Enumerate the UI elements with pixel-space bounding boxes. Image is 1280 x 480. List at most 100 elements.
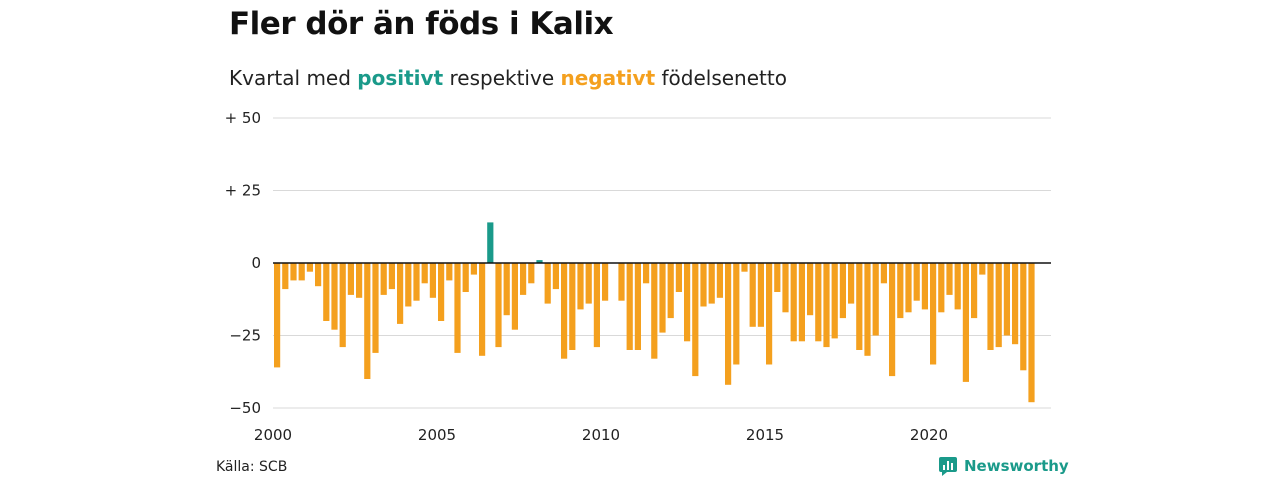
bar xyxy=(569,263,576,350)
bar xyxy=(643,263,650,284)
bar xyxy=(347,263,354,295)
bar xyxy=(618,263,625,301)
bar xyxy=(593,263,600,348)
bar xyxy=(798,263,805,342)
bar xyxy=(544,263,551,304)
brand-logo: Newsworthy xyxy=(938,456,1069,476)
bar xyxy=(987,263,994,350)
bar xyxy=(331,263,338,330)
bar xyxy=(700,263,707,307)
bar xyxy=(889,263,896,377)
bar xyxy=(962,263,969,382)
bar xyxy=(421,263,428,284)
bar xyxy=(733,263,740,365)
bar xyxy=(766,263,773,365)
bar xyxy=(716,263,723,298)
subtitle-negative-label: negativt xyxy=(560,66,656,90)
bar xyxy=(995,263,1002,348)
bar xyxy=(692,263,699,377)
bar xyxy=(561,263,568,359)
subtitle-suffix: födelsenetto xyxy=(661,66,787,90)
x-tick-label: 2015 xyxy=(746,426,784,444)
bar xyxy=(651,263,658,359)
bar xyxy=(708,263,715,304)
bar xyxy=(274,263,281,368)
bar xyxy=(864,263,871,356)
bar xyxy=(323,263,330,321)
bar xyxy=(831,263,838,339)
bar xyxy=(380,263,387,295)
bar xyxy=(905,263,912,313)
bar xyxy=(495,263,502,348)
bar xyxy=(757,263,764,327)
bar xyxy=(872,263,879,336)
bar xyxy=(971,263,978,319)
bar xyxy=(282,263,289,290)
subtitle-middle: respektive xyxy=(449,66,555,90)
bar xyxy=(921,263,928,310)
bar xyxy=(807,263,814,316)
bar xyxy=(487,222,494,263)
bar xyxy=(880,263,887,284)
bar xyxy=(815,263,822,342)
bar xyxy=(364,263,371,379)
bar xyxy=(511,263,518,330)
bar xyxy=(684,263,691,342)
bar xyxy=(388,263,395,290)
bar xyxy=(749,263,756,327)
bar xyxy=(930,263,937,365)
newsworthy-chart-icon xyxy=(939,457,957,476)
bar xyxy=(659,263,666,333)
bar xyxy=(356,263,363,298)
bar xyxy=(938,263,945,313)
bar xyxy=(585,263,592,304)
y-tick-label: + 25 xyxy=(225,182,261,200)
bar xyxy=(1020,263,1027,371)
bar xyxy=(741,263,748,272)
chart-subtitle: Kvartal med positivt respektive negativt… xyxy=(229,66,787,90)
bar xyxy=(397,263,404,324)
bar xyxy=(979,263,986,275)
subtitle-positive-label: positivt xyxy=(357,66,444,90)
y-tick-label: + 50 xyxy=(225,109,261,127)
bar xyxy=(290,263,297,281)
bar xyxy=(848,263,855,304)
source-note: Källa: SCB xyxy=(216,459,288,475)
bar xyxy=(577,263,584,310)
bar xyxy=(520,263,527,295)
bar xyxy=(306,263,313,272)
bar xyxy=(1028,263,1035,403)
bar xyxy=(479,263,486,356)
bar xyxy=(438,263,445,321)
bar xyxy=(315,263,322,287)
bar xyxy=(470,263,477,275)
bar xyxy=(339,263,346,348)
bar xyxy=(897,263,904,319)
bar xyxy=(782,263,789,313)
bar xyxy=(429,263,436,298)
bar xyxy=(528,263,535,284)
bar xyxy=(774,263,781,292)
bar xyxy=(552,263,559,290)
bar xyxy=(503,263,510,316)
bar xyxy=(626,263,633,350)
bar xyxy=(946,263,953,295)
x-tick-label: 2005 xyxy=(418,426,456,444)
bar xyxy=(675,263,682,292)
bar xyxy=(725,263,732,385)
x-tick-label: 2000 xyxy=(254,426,292,444)
brand-name: Newsworthy xyxy=(964,457,1069,475)
bar xyxy=(839,263,846,319)
x-tick-label: 2020 xyxy=(910,426,948,444)
bar xyxy=(462,263,469,292)
bar xyxy=(1012,263,1019,345)
y-tick-label: −25 xyxy=(229,327,261,345)
bar xyxy=(405,263,412,307)
bar xyxy=(856,263,863,350)
bar xyxy=(298,263,305,281)
bar xyxy=(913,263,920,301)
y-tick-label: −50 xyxy=(229,399,261,417)
subtitle-prefix: Kvartal med xyxy=(229,66,351,90)
x-tick-label: 2010 xyxy=(582,426,620,444)
